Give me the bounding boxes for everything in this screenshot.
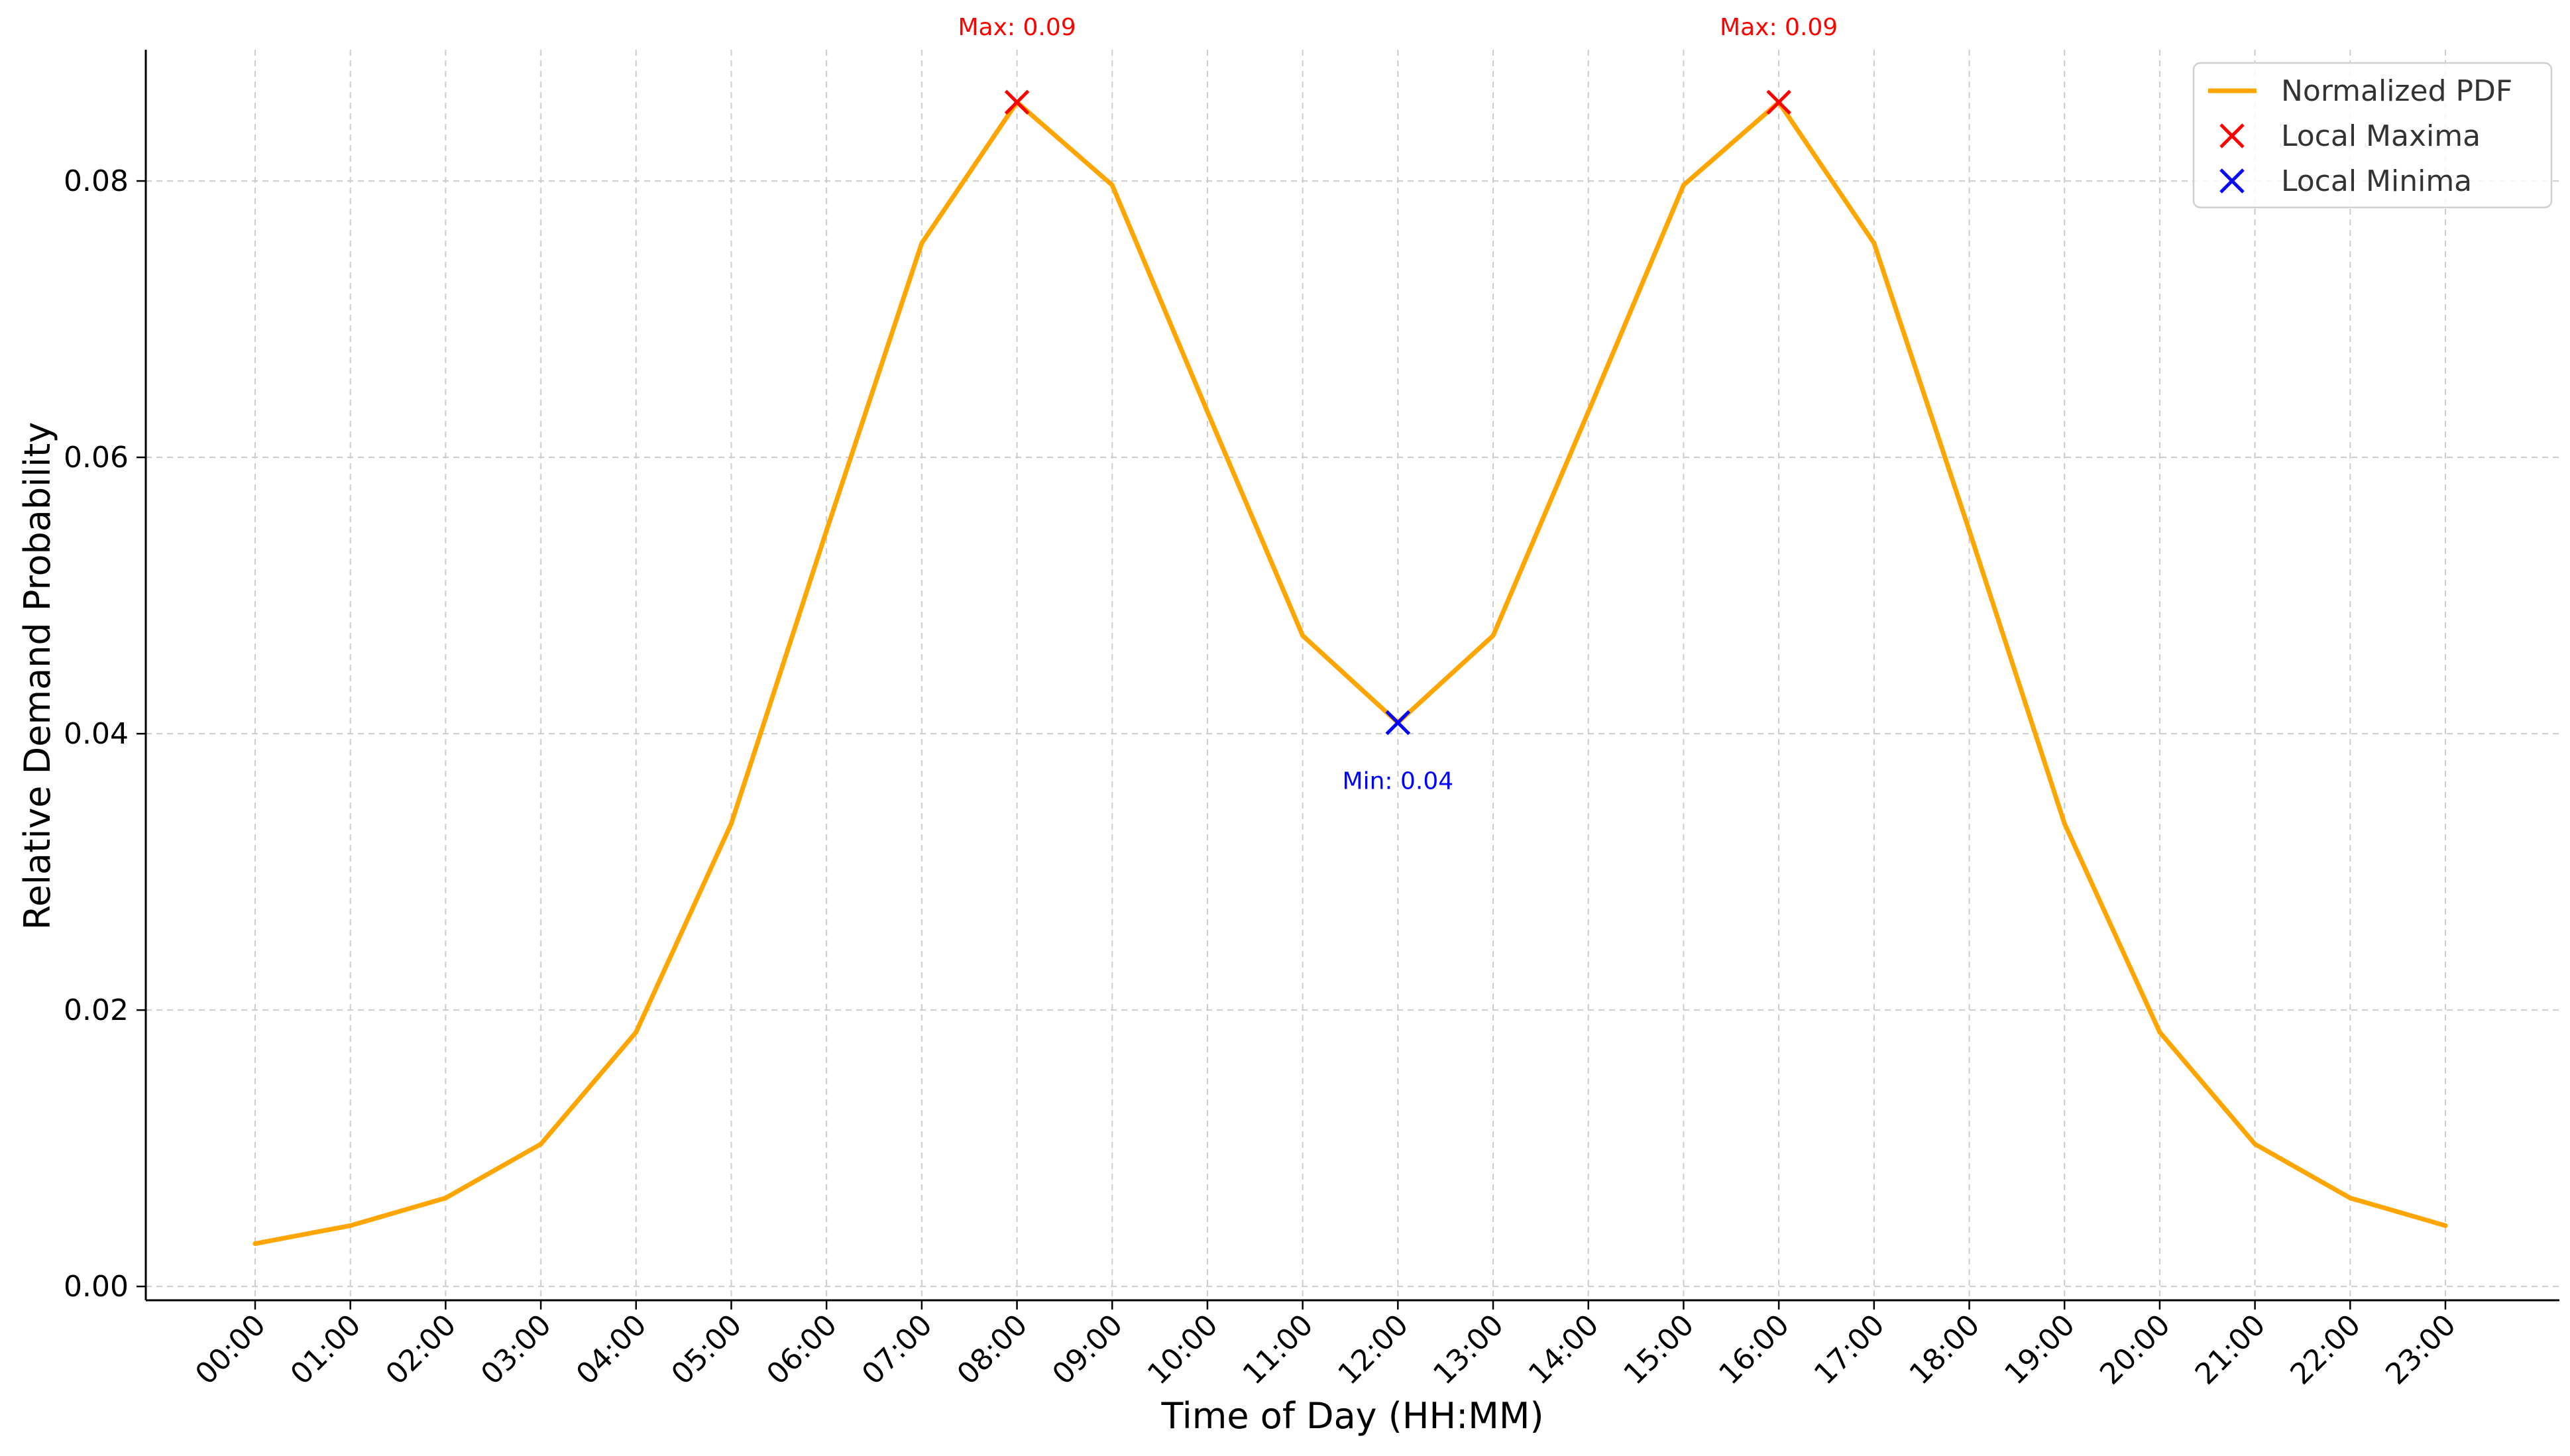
marker-stroke [2219, 168, 2245, 194]
y-tick-label: 0.02 [64, 993, 129, 1027]
data-point [2062, 821, 2067, 826]
annotation-label: Min: 0.04 [1343, 767, 1454, 795]
x-tick-label: 15:00 [1617, 1308, 1701, 1392]
x-tick-label: 21:00 [2189, 1308, 2272, 1392]
data-point [634, 1029, 639, 1035]
x-tick-label: 03:00 [475, 1308, 558, 1392]
x-tick-label: 05:00 [665, 1308, 749, 1392]
x-tick-label: 12:00 [1331, 1308, 1415, 1392]
legend-label: Local Minima [2281, 164, 2472, 198]
data-point [919, 241, 924, 246]
x-tick-label: 22:00 [2284, 1308, 2367, 1392]
x-tick-label: 19:00 [1998, 1308, 2082, 1392]
marker-stroke [2219, 123, 2245, 148]
x-tick-label: 04:00 [570, 1308, 653, 1392]
data-point [1967, 528, 1972, 533]
legend-box [2192, 62, 2553, 209]
y-tick-label: 0.04 [64, 717, 129, 751]
y-tick-label: 0.08 [64, 164, 129, 198]
local-minimum-marker [1385, 710, 1411, 736]
data-point [348, 1223, 353, 1228]
local-maximum-marker [1766, 89, 1791, 115]
data-point [824, 528, 829, 533]
data-point [252, 1241, 258, 1247]
x-tick-label: 10:00 [1141, 1308, 1225, 1392]
marker-layer [1004, 89, 1791, 736]
legend-swatch-marker [2219, 123, 2245, 148]
x-tick-label: 08:00 [951, 1308, 1034, 1392]
x-tick-label: 13:00 [1427, 1308, 1510, 1392]
legend: Normalized PDF Local Maxima Local Minima [2192, 62, 2553, 209]
axes [137, 50, 2559, 1310]
x-tick-label: 20:00 [2094, 1308, 2177, 1392]
x-tick-label: 09:00 [1046, 1308, 1129, 1392]
data-point [1109, 182, 1115, 188]
annotation-label: Max: 0.09 [958, 14, 1076, 41]
x-tick-label: 06:00 [760, 1308, 844, 1392]
legend-label: Normalized PDF [2281, 74, 2512, 108]
grid [146, 50, 2559, 1300]
y-tick-label: 0.00 [64, 1270, 129, 1304]
data-point [1490, 633, 1496, 638]
y-axis-title: Relative Demand Probability [17, 422, 58, 930]
y-tick-label: 0.06 [64, 441, 129, 475]
data-point [1586, 409, 1591, 414]
data-point [1300, 633, 1306, 638]
x-axis-title: Time of Day (HH:MM) [1160, 1395, 1543, 1437]
data-point [2347, 1196, 2353, 1201]
series-layer [252, 99, 2448, 1247]
data-point [1872, 241, 1877, 246]
data-point [443, 1196, 448, 1201]
tick-label-layer: 00:00 01:00 02:00 03:00 04:00 05:00 06:00 07:00… [64, 164, 2463, 1391]
data-point [728, 821, 734, 826]
x-tick-label: 23:00 [2379, 1308, 2463, 1392]
legend-label: Local Maxima [2281, 119, 2481, 153]
x-tick-label: 02:00 [379, 1308, 463, 1392]
x-tick-label: 16:00 [1712, 1308, 1796, 1392]
data-point [2443, 1223, 2448, 1228]
x-tick-label: 01:00 [284, 1308, 368, 1392]
marker-stroke [1004, 89, 1030, 115]
x-tick-label: 00:00 [189, 1308, 272, 1392]
x-tick-label: 14:00 [1522, 1308, 1606, 1392]
series-line-normalized-pdf [252, 99, 2448, 1247]
legend-swatch-marker [2219, 168, 2245, 194]
data-point [2157, 1029, 2162, 1035]
annotation-label: Max: 0.09 [1720, 14, 1838, 41]
marker-stroke [1766, 89, 1791, 115]
data-point [1681, 182, 1686, 188]
x-tick-label: 07:00 [856, 1308, 939, 1392]
x-tick-label: 17:00 [1808, 1308, 1891, 1392]
data-point [2253, 1141, 2258, 1147]
annotation-layer: Max: 0.09 Max: 0.09 Min: 0.04 [958, 14, 1838, 795]
local-maximum-marker [1004, 89, 1030, 115]
x-tick-label: 18:00 [1903, 1308, 1987, 1392]
x-tick-label: 11:00 [1237, 1308, 1320, 1392]
data-point [538, 1141, 543, 1147]
marker-stroke [1385, 710, 1411, 736]
data-point [1205, 409, 1210, 414]
